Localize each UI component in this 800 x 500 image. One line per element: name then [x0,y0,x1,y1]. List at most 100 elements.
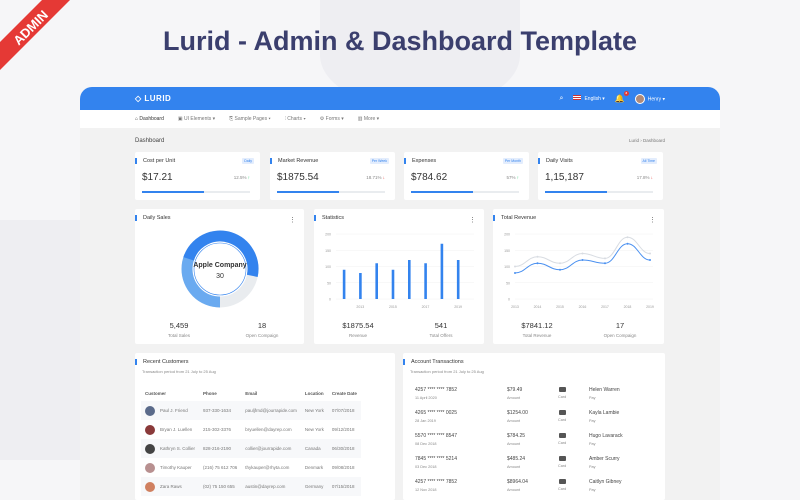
nav-charts[interactable]: ⫶ Charts ▾ [284,116,306,122]
table-cell: Canada [300,439,328,458]
table-cell: 07/07/2018 [327,401,361,420]
payee-name: Kayla Lambie [589,410,620,416]
table-cell: bryuellen@dayrep.com [241,420,301,439]
stat-value: 18 [257,321,267,330]
bar [456,260,460,299]
amount-label: Amount [507,465,521,469]
table-row[interactable]: Paul J. Friend 937-330-1634 pauljfrnd@jour… [141,401,361,420]
y-tick-label: 50 [327,281,331,285]
stat-revenue: $1875.54 Revenue [328,321,388,338]
credit-card-icon [558,433,566,438]
cell-text: 07/07/2018 [331,408,355,413]
stat-change: 18.71% ↓ [366,175,385,180]
table-row[interactable]: Kathryn S. Collier 828-216-2190 collier@jo… [141,439,361,458]
change-value: 57% [506,175,516,180]
transaction-item[interactable]: 5570 **** **** 8547 08 Dec 2018 $784.25 Am… [415,433,655,453]
breadcrumb-lurid[interactable]: Lurid [628,138,639,143]
breadcrumb-current: Dashboard [642,138,665,143]
progress-fill [277,191,339,193]
avatar [145,462,155,473]
column-header[interactable]: Phone [203,391,217,396]
x-tick-label: 2014 [534,305,542,309]
table-cell: Paul J. Friend [141,401,200,420]
stat-value: 541 [434,321,448,330]
stat-value: 17 [615,321,625,330]
nav-more[interactable]: ▥ More ▾ [357,116,380,122]
table-row[interactable]: Timothy Kauper (216) 75 612 706 thykauper@… [141,458,361,477]
donut-segment-light [181,230,259,308]
transaction-item[interactable]: 4265 **** **** 0025 28 Jan 2019 $1254.00 A… [415,410,655,430]
column-header[interactable]: Email [245,391,258,396]
transaction-item[interactable]: 7845 **** **** 5214 03 Dec 2018 $485.24 Am… [415,456,655,476]
cell-text: 937-330-1634 [203,408,232,413]
language-select[interactable]: English ▾ [573,95,605,102]
data-point [581,259,584,261]
card-label: Card [558,464,567,468]
cell-text: Bryan J. Luellen [160,426,193,432]
cell-text: Canada [304,446,321,451]
card-number: 7845 **** **** 5214 [415,456,457,462]
transaction-item[interactable]: 4257 **** **** 7852 12 Nov 2018 $8964.04 A… [415,479,655,499]
column-header[interactable]: Location [304,391,324,396]
table-cell: Denmark [301,458,328,477]
table-cell: Timothy Kauper [141,458,199,477]
table-cell: Zara Raws [141,477,200,496]
table-cell: Germany [300,477,328,496]
nav-label: Dashboard [139,116,164,122]
stat-card: Cost per Unit Daily $17.21 12.5% ↑ [135,152,260,200]
transaction-item[interactable]: 4257 **** **** 7852 11 April 2020 $79.49 A… [415,387,655,407]
table-row[interactable]: Bryan J. Luellen 215-302-3376 bryuellen@da… [141,420,361,439]
column-header[interactable]: Customer [145,391,167,396]
search-icon[interactable]: ⌕ [559,94,564,102]
pay-label: Pay [589,419,596,423]
bell-icon[interactable]: 🔔 3 [614,91,629,103]
stat-card: Expenses Per Month $784.62 57% ↑ [404,152,529,200]
credit-card-icon [558,456,566,461]
data-point [514,272,516,274]
data-point [626,236,629,239]
avatar [145,424,155,435]
user-menu[interactable]: Henry ▾ [634,93,665,104]
logo[interactable]: ◇ LURID [135,94,172,103]
stat-label: Total Offers [429,333,453,338]
credit-card-icon [558,479,566,484]
table-cell: (02) 75 150 655 [199,477,242,496]
table-row[interactable]: Zara Raws (02) 75 150 655 austin@dayrep.co… [141,477,361,496]
avatar [145,443,155,454]
cell-text: collier@jourrapide.com [245,446,292,451]
nav-ui-elements[interactable]: ▣ UI Elements ▾ [177,116,216,122]
avatar [145,481,155,492]
progress-fill [411,191,473,193]
amount-label: Amount [507,442,521,446]
arrow-down-icon: ↓ [382,175,385,180]
table-cell: 937-330-1634 [199,401,242,420]
nav-dashboard[interactable]: ⌂ Dashboard [135,116,164,122]
card-label: Card [558,441,567,445]
top-bar: ◇ LURID ⌕ English ▾ 🔔 3 Henry ▾ [80,87,720,110]
cell-text: Germany [304,484,324,489]
table-cell: (216) 75 612 706 [199,458,241,477]
transaction-date: 28 Jan 2019 [415,419,436,423]
stat-change: 57% ↑ [506,175,519,180]
cell-text: 828-216-2190 [203,446,232,451]
x-tick-label: 2016 [579,305,587,309]
more-options-icon[interactable]: ⋮ [289,217,296,224]
nav-label: Forms [325,116,340,122]
x-tick-label: 2017 [422,305,430,309]
more-options-icon[interactable]: ⋮ [649,217,656,224]
card-number: 4257 **** **** 7852 [415,387,457,393]
column-header[interactable]: Create Date [331,391,357,396]
bar [408,260,411,299]
data-point [536,262,539,265]
nav-forms[interactable]: ⚙ Forms ▾ [319,116,344,122]
customers-table: Customer Phone Email Location Create Date Pa… [141,386,361,496]
nav-sample-pages[interactable]: ⎘ Sample Pages ▾ [229,116,271,122]
arrow-up-icon: ↑ [516,175,519,180]
table-cell: Bryan J. Luellen [141,420,199,439]
table-cell: collier@jourrapide.com [241,439,301,458]
more-options-icon[interactable]: ⋮ [469,217,476,224]
stat-title: Market Revenue [270,158,318,164]
table-cell: Kathryn S. Collier [141,439,200,458]
nav-label: More [363,116,376,122]
cell-text: New York [304,408,324,413]
